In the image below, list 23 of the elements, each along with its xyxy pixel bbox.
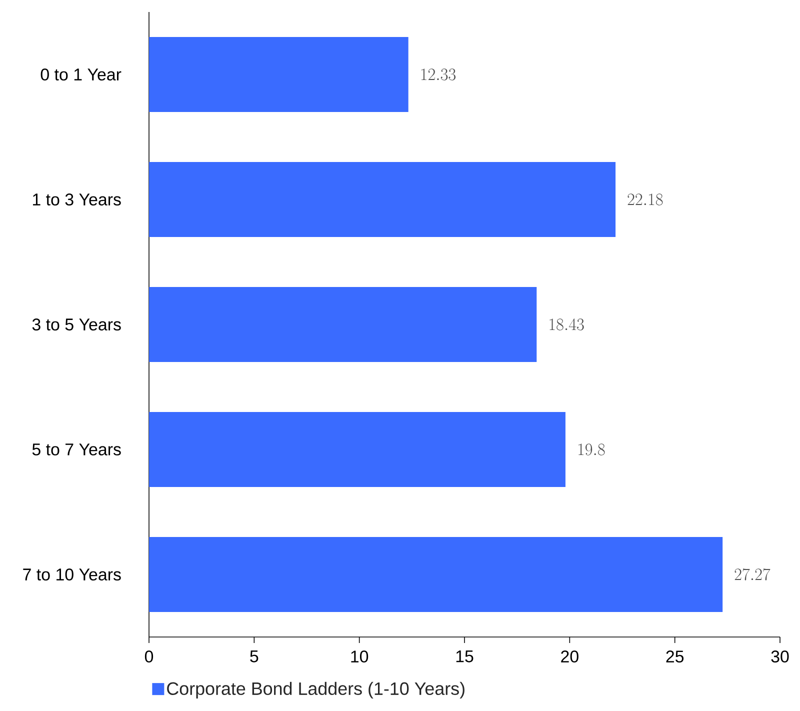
data-label: 18.43: [550, 318, 584, 330]
bar: [149, 162, 616, 238]
bar: [149, 287, 537, 362]
legend-label: Corporate Bond Ladders (1-10 Years): [167, 682, 464, 699]
y-tick-label: 5 to 7 Years: [32, 444, 121, 456]
bar: [149, 412, 566, 488]
x-tick-label: 5: [250, 650, 258, 662]
data-label: 12.33: [421, 68, 456, 80]
y-tick-label: 7 to 10 Years: [23, 568, 121, 581]
x-tick-label: 0: [144, 650, 154, 663]
x-tick-label: 20: [561, 650, 578, 663]
y-tick-label: 3 to 5 Years: [32, 318, 121, 331]
y-tick-label: 1 to 3 Years: [33, 194, 121, 206]
bar: [149, 37, 408, 112]
data-label: 27.27: [734, 568, 770, 580]
x-tick-label: 10: [351, 650, 368, 663]
bar: [149, 537, 723, 612]
x-tick-label: 15: [456, 650, 474, 662]
x-tick-label: 25: [666, 650, 684, 663]
y-tick-label: 0 to 1 Year: [40, 68, 122, 81]
data-label: 19.8: [578, 444, 605, 456]
x-tick-label: 30: [771, 650, 789, 663]
data-label: 22. 18: [628, 194, 663, 206]
